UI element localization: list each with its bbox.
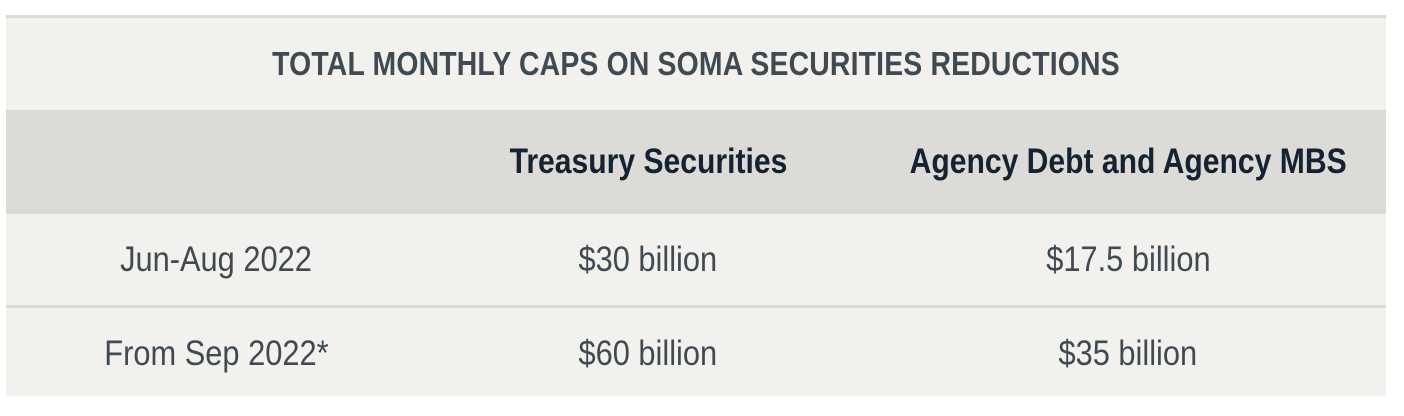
treasury-cap-cell: $60 billion	[578, 333, 718, 373]
header-treasury-label: Treasury Securities	[509, 142, 787, 181]
treasury-cap-cell: $30 billion	[578, 239, 718, 279]
period-cell: From Sep 2022*	[103, 333, 329, 373]
table-row: Jun-Aug 2022 $30 billion $17.5 billion	[6, 214, 1386, 308]
period-cell: Jun-Aug 2022	[120, 239, 312, 279]
agency-cap-cell: $35 billion	[1058, 333, 1198, 373]
soma-caps-table: TOTAL MONTHLY CAPS ON SOMA SECURITIES RE…	[6, 15, 1386, 396]
table-title: TOTAL MONTHLY CAPS ON SOMA SECURITIES RE…	[272, 45, 1120, 82]
header-agency-label: Agency Debt and Agency MBS	[909, 142, 1347, 181]
header-cell-empty	[6, 110, 426, 214]
table-header-row: Treasury Securities Agency Debt and Agen…	[6, 110, 1386, 214]
header-cell-treasury: Treasury Securities	[426, 110, 870, 214]
agency-cap-cell: $17.5 billion	[1045, 239, 1211, 279]
table-row: From Sep 2022* $60 billion $35 billion	[6, 308, 1386, 399]
header-cell-agency: Agency Debt and Agency MBS	[870, 110, 1386, 214]
